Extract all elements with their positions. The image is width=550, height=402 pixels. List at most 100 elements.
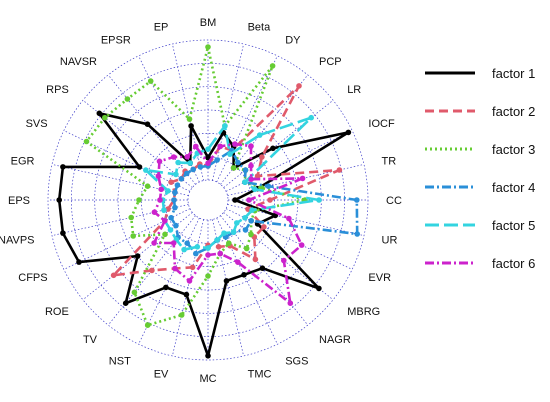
data-point [131,289,138,296]
data-point [230,165,237,171]
data-point [136,197,142,203]
data-point [189,264,196,271]
data-point [157,197,163,203]
axis-label-ep: EP [154,22,169,34]
data-point [158,186,164,193]
data-point [316,285,322,292]
data-point [147,78,154,84]
grid-spoke [172,219,204,357]
data-point [261,224,267,230]
data-point [235,259,241,266]
data-point [83,138,90,145]
grid-spoke [172,43,204,181]
axis-label-bm: BM [200,17,217,29]
legend-label: factor 4 [492,180,535,195]
axis-label-rps: RPS [46,84,69,96]
data-point [336,167,343,173]
data-point [354,231,361,237]
grid-spoke [212,43,244,181]
data-point [248,218,254,224]
data-point [151,209,158,215]
data-point [265,183,272,189]
data-point [188,123,194,129]
data-point [234,220,240,226]
data-point [173,222,179,229]
data-point [281,257,287,264]
data-point [161,207,167,213]
series-layer [56,44,361,359]
data-point [178,312,185,318]
data-point [298,242,305,248]
data-point [156,158,163,165]
axis-label-navps: NAVPS [0,235,35,247]
data-point [217,143,223,150]
data-point [144,322,151,329]
data-point [102,114,108,121]
axis-label-nst: NST [109,355,131,367]
data-point [308,114,315,121]
axis-label-navsr: NAVSR [60,56,97,68]
series-5 [143,114,322,253]
series-2 [110,83,343,279]
series-6 [151,141,306,307]
axis-label-ur: UR [382,235,398,247]
data-point [316,197,322,203]
data-point [242,227,249,233]
series-1 [56,110,352,359]
grid-spoke [223,99,334,188]
data-point [122,300,129,307]
grid-spoke [82,212,193,301]
data-point [162,218,168,224]
data-point [248,143,254,149]
legend-label: factor 2 [492,104,535,119]
legend-label: factor 6 [492,256,535,271]
data-point [230,229,237,235]
data-point [128,214,134,221]
data-point [242,167,249,173]
axis-label-ev: EV [154,369,169,381]
data-point [259,265,266,272]
data-point [259,154,265,160]
data-point [165,188,171,194]
data-point [249,207,255,213]
data-point [144,183,151,189]
grid-spoke [51,164,189,196]
data-point [246,197,252,203]
data-point [172,189,178,196]
data-point [214,237,220,243]
axis-label-svs: SVS [26,118,48,130]
data-point [172,204,178,211]
data-point [162,231,168,238]
data-point [226,240,232,246]
data-point [205,252,211,258]
data-point [170,154,177,160]
data-point [96,110,103,117]
data-point [252,256,259,263]
data-point [187,160,193,166]
data-point [354,197,360,203]
data-point [205,273,211,279]
grid-spoke [225,130,353,192]
legend-label: factor 3 [492,142,535,157]
axis-label-pcp: PCP [319,56,342,68]
axis-label-cfps: CFPS [18,272,47,284]
axis-label-tr: TR [382,155,397,167]
data-point [186,278,193,284]
data-point [197,164,204,170]
axis-label-roe: ROE [45,306,69,318]
axis-label-mbrg: MBRG [347,306,380,318]
data-point [270,145,276,152]
data-point [193,143,199,150]
data-point [184,154,190,160]
data-point [252,186,258,193]
axis-label-cc: CC [386,195,402,207]
grid-spoke [51,204,189,236]
axis-labels: BM Beta DY PCP LR IOCF TR CC UR EVR MBRG NAGR SGS TMC… [0,17,402,385]
data-point [267,197,273,203]
data-point [124,96,131,102]
data-point [248,162,254,169]
data-point [183,291,190,298]
axis-label-eps: EPS [8,195,30,207]
legend-label: factor 1 [492,66,535,81]
